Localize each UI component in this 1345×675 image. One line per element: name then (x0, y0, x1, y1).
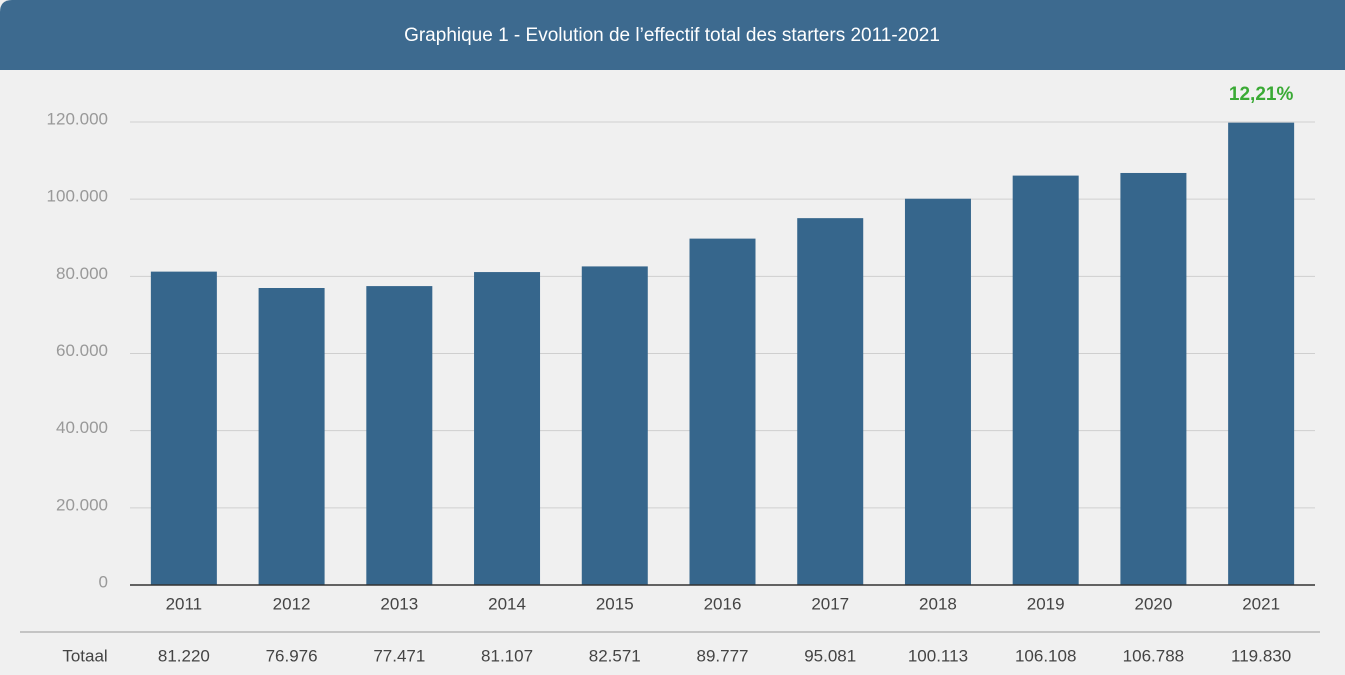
table-value: 76.976 (266, 646, 318, 665)
bar (366, 286, 433, 585)
table-value: 106.788 (1123, 646, 1184, 665)
table-value: 82.571 (589, 646, 641, 665)
y-tick-label: 120.000 (47, 109, 108, 128)
bar (1012, 175, 1079, 585)
table-value: 106.108 (1015, 646, 1076, 665)
bar (474, 272, 541, 585)
x-tick-label: 2013 (380, 594, 418, 613)
bar (258, 288, 325, 585)
table-value: 119.830 (1231, 646, 1291, 665)
annotation: 12,21% (1229, 84, 1294, 105)
bar (1228, 122, 1295, 585)
table-value: 95.081 (804, 646, 856, 665)
chart-title: Graphique 1 - Evolution de l’effectif to… (404, 25, 940, 46)
y-tick-label: 60.000 (56, 341, 108, 360)
y-tick-label: 40.000 (56, 418, 108, 437)
bar (797, 218, 864, 585)
y-tick-label: 20.000 (56, 495, 108, 514)
x-tick-label: 2020 (1134, 594, 1172, 613)
table-value: 89.777 (697, 646, 749, 665)
x-tick-label: 2016 (704, 594, 742, 613)
x-tick-label: 2015 (596, 594, 634, 613)
x-tick-label: 2021 (1242, 594, 1280, 613)
table-value: 81.107 (481, 646, 533, 665)
x-tick-label: 2012 (273, 594, 311, 613)
x-tick-label: 2018 (919, 594, 957, 613)
x-tick-label: 2019 (1027, 594, 1065, 613)
y-tick-label: 0 (99, 572, 108, 591)
bar (689, 238, 756, 585)
table-value: 81.220 (158, 646, 210, 665)
bar (1120, 172, 1187, 585)
x-tick-label: 2011 (166, 594, 203, 613)
x-tick-label: 2014 (488, 594, 526, 613)
bar (150, 271, 217, 585)
bar (904, 198, 971, 585)
table-value: 77.471 (373, 646, 425, 665)
bar (581, 266, 648, 585)
x-tick-label: 2017 (811, 594, 849, 613)
table-row-label: Totaal (62, 646, 107, 665)
header-band (0, 0, 1345, 70)
table-value: 100.113 (908, 646, 968, 665)
y-tick-label: 100.000 (47, 187, 108, 206)
y-tick-label: 80.000 (56, 264, 108, 283)
